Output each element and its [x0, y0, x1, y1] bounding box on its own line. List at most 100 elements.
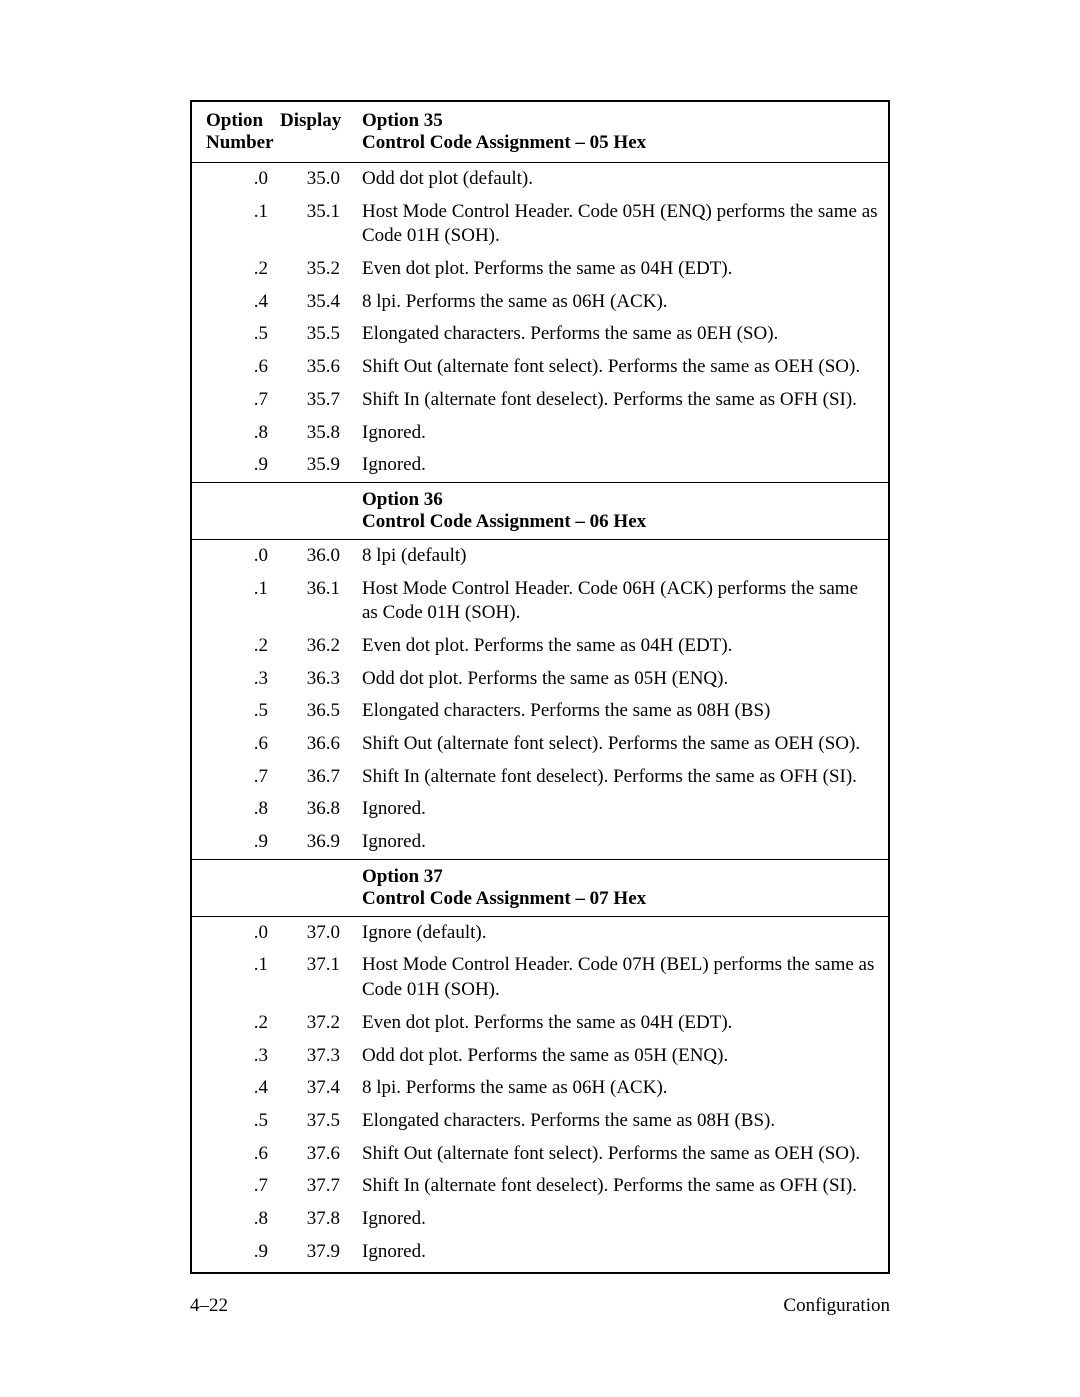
- table-row: .836.8Ignored.: [192, 793, 888, 826]
- table-row: .635.6Shift Out (alternate font select).…: [192, 351, 888, 384]
- description: Ignored.: [358, 1240, 878, 1265]
- option-number: .2: [202, 1011, 280, 1036]
- header-option-line2: Number: [206, 132, 274, 153]
- description: 8 lpi. Performs the same as 06H (ACK).: [358, 290, 878, 315]
- option-number: .6: [202, 1142, 280, 1167]
- description: Ignore (default).: [358, 921, 878, 946]
- display-value: 37.6: [280, 1142, 358, 1167]
- table-row: .036.08 lpi (default): [192, 540, 888, 573]
- description: Ignored.: [358, 830, 878, 855]
- display-value: 37.5: [280, 1109, 358, 1134]
- display-value: 37.8: [280, 1207, 358, 1232]
- section37-title-line2: Control Code Assignment – 07 Hex: [362, 888, 646, 909]
- table-row: .136.1Host Mode Control Header. Code 06H…: [192, 573, 888, 630]
- option-number: .0: [202, 544, 280, 569]
- header-option35-line1: Option 35: [362, 110, 443, 131]
- table-row: .237.2Even dot plot. Performs the same a…: [192, 1007, 888, 1040]
- table-row: .936.9Ignored.: [192, 826, 888, 859]
- section37-header: Option 37 Control Code Assignment – 07 H…: [192, 859, 888, 917]
- option-number: .2: [202, 257, 280, 282]
- table-row: .736.7Shift In (alternate font deselect)…: [192, 761, 888, 794]
- description: Even dot plot. Performs the same as 04H …: [358, 634, 878, 659]
- description: Even dot plot. Performs the same as 04H …: [358, 1011, 878, 1036]
- display-value: 36.2: [280, 634, 358, 659]
- table-row: .235.2Even dot plot. Performs the same a…: [192, 253, 888, 286]
- description: Shift Out (alternate font select). Perfo…: [358, 732, 878, 757]
- description: Ignored.: [358, 421, 878, 446]
- page-number: 4–22: [190, 1295, 228, 1317]
- option-number: .6: [202, 732, 280, 757]
- option-number: .8: [202, 797, 280, 822]
- table-row: .337.3Odd dot plot. Performs the same as…: [192, 1040, 888, 1073]
- header-display: Display: [280, 110, 358, 154]
- description: Ignored.: [358, 797, 878, 822]
- table-row: .236.2Even dot plot. Performs the same a…: [192, 630, 888, 663]
- table-row: .037.0Ignore (default).: [192, 917, 888, 950]
- description: Shift Out (alternate font select). Perfo…: [358, 1142, 878, 1167]
- section36-title: Option 36 Control Code Assignment – 06 H…: [358, 489, 878, 533]
- display-value: 37.4: [280, 1076, 358, 1101]
- description: Host Mode Control Header. Code 05H (ENQ)…: [358, 200, 878, 249]
- display-value: 37.3: [280, 1044, 358, 1069]
- option-number: .3: [202, 1044, 280, 1069]
- table-row: .735.7Shift In (alternate font deselect)…: [192, 384, 888, 417]
- section36-title-line2: Control Code Assignment – 06 Hex: [362, 511, 646, 532]
- footer-label: Configuration: [783, 1295, 890, 1317]
- description: Host Mode Control Header. Code 07H (BEL)…: [358, 953, 878, 1002]
- display-value: 37.2: [280, 1011, 358, 1036]
- table-row: .035.0Odd dot plot (default).: [192, 163, 888, 196]
- description: Odd dot plot. Performs the same as 05H (…: [358, 1044, 878, 1069]
- option-number: .1: [202, 577, 280, 626]
- display-value: 37.9: [280, 1240, 358, 1265]
- header-option-number: Option Number: [202, 110, 280, 154]
- display-value: 36.8: [280, 797, 358, 822]
- section37-title: Option 37 Control Code Assignment – 07 H…: [358, 866, 878, 910]
- table-row: .837.8Ignored.: [192, 1203, 888, 1236]
- option-number: .2: [202, 634, 280, 659]
- display-value: 36.5: [280, 699, 358, 724]
- description: Shift In (alternate font deselect). Perf…: [358, 388, 878, 413]
- option-number: .7: [202, 1174, 280, 1199]
- display-value: 35.4: [280, 290, 358, 315]
- header-option-line1: Option: [206, 110, 263, 131]
- description: 8 lpi (default): [358, 544, 878, 569]
- option-number: .9: [202, 830, 280, 855]
- header-option35: Option 35 Control Code Assignment – 05 H…: [358, 110, 878, 154]
- description: Shift In (alternate font deselect). Perf…: [358, 765, 878, 790]
- table-row: .935.9Ignored.: [192, 449, 888, 482]
- section35-rows: .035.0Odd dot plot (default)..135.1Host …: [192, 163, 888, 482]
- table-row: .135.1Host Mode Control Header. Code 05H…: [192, 196, 888, 253]
- option-number: .1: [202, 200, 280, 249]
- table-row: .536.5Elongated characters. Performs the…: [192, 695, 888, 728]
- display-value: 37.1: [280, 953, 358, 1002]
- option-number: .0: [202, 921, 280, 946]
- display-value: 36.1: [280, 577, 358, 626]
- option-number: .4: [202, 1076, 280, 1101]
- display-value: 37.7: [280, 1174, 358, 1199]
- display-value: 35.1: [280, 200, 358, 249]
- option-number: .5: [202, 1109, 280, 1134]
- table-row: .637.6Shift Out (alternate font select).…: [192, 1138, 888, 1171]
- display-value: 35.0: [280, 167, 358, 192]
- table-row: .937.9Ignored.: [192, 1236, 888, 1269]
- table-row: .737.7Shift In (alternate font deselect)…: [192, 1170, 888, 1203]
- description: Elongated characters. Performs the same …: [358, 699, 878, 724]
- description: Odd dot plot. Performs the same as 05H (…: [358, 667, 878, 692]
- table-row: .437.48 lpi. Performs the same as 06H (A…: [192, 1072, 888, 1105]
- display-value: 36.9: [280, 830, 358, 855]
- display-value: 36.6: [280, 732, 358, 757]
- description: Even dot plot. Performs the same as 04H …: [358, 257, 878, 282]
- section36-header: Option 36 Control Code Assignment – 06 H…: [192, 482, 888, 540]
- display-value: 36.7: [280, 765, 358, 790]
- display-value: 36.3: [280, 667, 358, 692]
- table-row: .137.1Host Mode Control Header. Code 07H…: [192, 949, 888, 1006]
- option-number: .5: [202, 322, 280, 347]
- display-value: 35.8: [280, 421, 358, 446]
- option-number: .4: [202, 290, 280, 315]
- option-number: .9: [202, 453, 280, 478]
- display-value: 35.5: [280, 322, 358, 347]
- option-number: .1: [202, 953, 280, 1002]
- display-value: 35.7: [280, 388, 358, 413]
- section37-rows: .037.0Ignore (default)..137.1Host Mode C…: [192, 917, 888, 1273]
- option-number: .5: [202, 699, 280, 724]
